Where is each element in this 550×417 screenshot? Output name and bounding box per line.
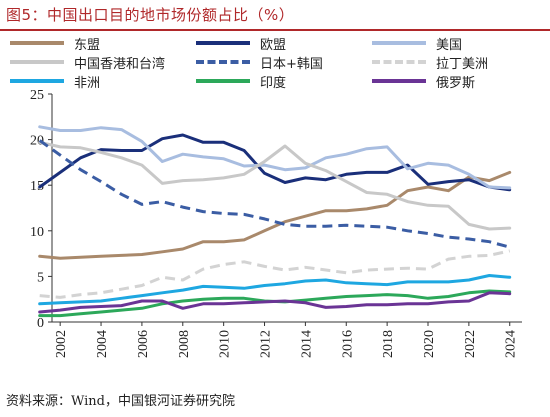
x-tick-label: 2006 — [136, 330, 151, 358]
y-tick-label: 5 — [37, 270, 44, 285]
legend-swatch — [372, 41, 426, 45]
legend-label: 俄罗斯 — [436, 75, 476, 91]
x-tick-label: 2010 — [218, 330, 233, 358]
y-tick-label: 25 — [30, 88, 44, 103]
legend-swatch — [196, 41, 250, 45]
legend-item: 非洲 — [10, 72, 101, 91]
legend-item: 中国香港和台湾 — [10, 53, 166, 72]
series-line-2 — [38, 133, 512, 192]
legend-swatch — [196, 79, 250, 83]
legend-swatch — [196, 60, 250, 64]
series-line-9 — [38, 291, 512, 314]
legend-label: 日本+韩国 — [260, 56, 323, 72]
legend-item: 印度 — [196, 72, 287, 91]
legend-label: 拉丁美洲 — [436, 56, 489, 72]
x-tick-label: 2016 — [340, 330, 355, 358]
x-tick-label: 2012 — [259, 330, 274, 358]
legend-item: 俄罗斯 — [372, 72, 476, 91]
series-line-4 — [38, 140, 512, 231]
legend-item: 东盟 — [10, 34, 101, 53]
legend-swatch — [372, 60, 426, 64]
legend-item: 欧盟 — [196, 34, 287, 53]
y-tick-label: 20 — [30, 134, 44, 149]
legend-swatch — [10, 41, 64, 45]
legend-label: 东盟 — [74, 37, 101, 53]
legend-item: 拉丁美洲 — [372, 53, 489, 72]
x-tick-label: 2018 — [381, 330, 396, 358]
y-tick-label: 0 — [37, 316, 44, 331]
legend-swatch — [10, 79, 64, 83]
x-tick-label: 2020 — [422, 330, 437, 358]
x-tick-label: 2008 — [177, 330, 192, 358]
legend-label: 非洲 — [74, 75, 101, 91]
series-line-3 — [38, 125, 512, 190]
chart-legend: 东盟 欧盟 美国中国香港和台湾 日本+韩国 拉丁美洲非洲 印度 俄罗斯 — [0, 34, 550, 92]
x-tick-label: 2004 — [95, 330, 110, 358]
legend-swatch — [372, 79, 426, 83]
legend-item: 日本+韩国 — [196, 53, 323, 72]
source-note: 资料来源：Wind，中国银河证券研究院 — [6, 394, 235, 409]
x-tick-label: 2024 — [504, 330, 519, 358]
x-tick-label: 2014 — [299, 330, 314, 358]
y-tick-label: 10 — [30, 225, 44, 240]
legend-label: 欧盟 — [260, 37, 287, 53]
chart-title: 图5：中国出口目的地市场份额占比（%） — [6, 6, 295, 24]
legend-label: 美国 — [436, 37, 463, 53]
x-tick-label: 2022 — [463, 330, 478, 358]
x-tick-label: 2002 — [54, 330, 69, 358]
series-line-1 — [38, 170, 512, 260]
legend-label: 印度 — [260, 75, 287, 91]
y-tick-label: 15 — [30, 179, 44, 194]
series-line-7 — [38, 274, 512, 306]
legend-swatch — [10, 60, 64, 64]
series-line-6 — [39, 249, 511, 299]
title-rule — [0, 29, 550, 31]
legend-label: 中国香港和台湾 — [74, 56, 166, 72]
legend-item: 美国 — [372, 34, 463, 53]
series-line-5 — [38, 139, 511, 249]
